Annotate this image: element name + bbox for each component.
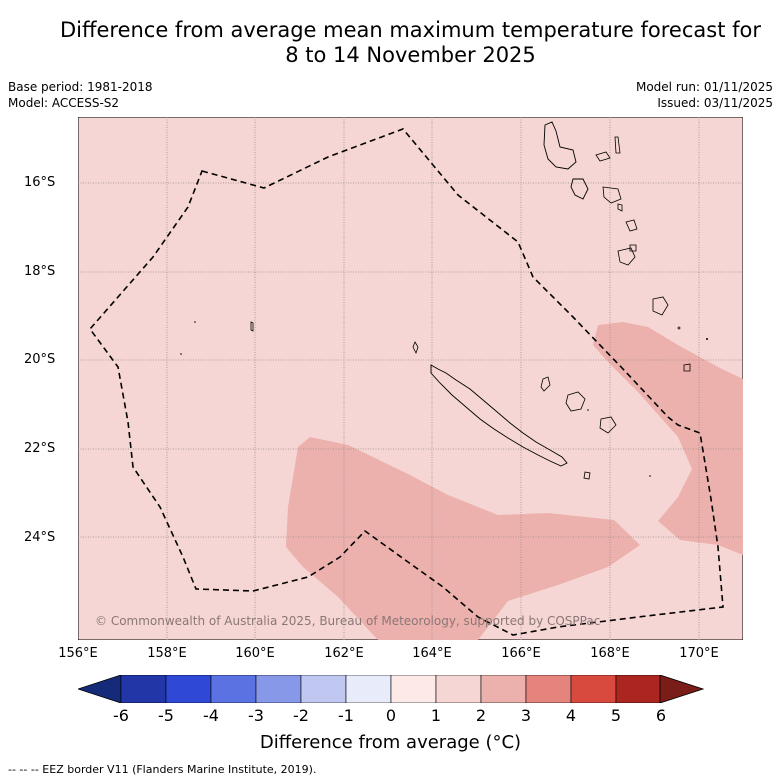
island-hunter — [677, 326, 681, 330]
lon-label-160e: 160°E — [235, 646, 275, 661]
island-malekula — [570, 178, 589, 200]
island-new-caledonia — [430, 364, 568, 467]
meta-left: Base period: 1981-2018 Model: ACCESS-S2 — [8, 79, 153, 111]
colorbar-cell — [570, 674, 617, 704]
model-name: Model: ACCESS-S2 — [8, 96, 120, 110]
lat-label-22s: 22°S — [24, 441, 56, 456]
colorbar-svg — [76, 674, 705, 704]
island-walpole — [587, 409, 589, 411]
colorbar-tick: -5 — [158, 706, 174, 725]
island-chesterfield-3 — [180, 353, 182, 355]
colorbar-tick: -2 — [293, 706, 309, 725]
copyright-text: © Commonwealth of Australia 2025, Bureau… — [95, 614, 601, 628]
issued-date: Issued: 03/11/2025 — [657, 96, 773, 110]
colorbar-extend-high — [659, 674, 705, 704]
colorbar-cell — [390, 674, 437, 704]
colorbar-cell — [480, 674, 527, 704]
island-espiritu-santo — [543, 121, 577, 170]
lon-label-158e: 158°E — [147, 646, 187, 661]
colorbar-cell — [255, 674, 302, 704]
island-ambae — [595, 151, 611, 162]
title-line-1: Difference from average mean maximum tem… — [60, 18, 761, 42]
island-vanuatu-small-1 — [706, 338, 708, 340]
map-panel[interactable] — [78, 117, 743, 640]
island-loyalty-mare — [599, 416, 617, 434]
island-shepherds — [617, 203, 623, 212]
island-efate — [625, 219, 638, 232]
anomaly-region-east — [593, 322, 743, 555]
anomaly-region-south — [286, 437, 640, 640]
lat-label-16s: 16°S — [24, 175, 56, 190]
colorbar-cell — [210, 674, 257, 704]
island-isle-of-pines — [583, 471, 591, 480]
island-loyalty-lifou — [565, 391, 586, 412]
colorbar — [76, 674, 705, 707]
island-chesterfield-2 — [194, 321, 196, 323]
island-fiji-edge — [683, 363, 691, 372]
island-belep — [412, 341, 419, 355]
base-period: Base period: 1981-2018 — [8, 80, 153, 94]
colorbar-cell — [615, 674, 662, 704]
colorbar-cell — [345, 674, 392, 704]
lat-label-20s: 20°S — [24, 352, 56, 367]
colorbar-cells — [120, 674, 662, 704]
map-svg[interactable] — [78, 117, 743, 640]
island-chesterfield-1 — [250, 321, 254, 332]
colorbar-tick: 2 — [475, 706, 487, 725]
island-loyalty-ouvea — [540, 376, 551, 392]
colorbar-label: Difference from average (°C) — [259, 732, 522, 753]
island-erromango — [629, 244, 637, 252]
colorbar-tick: -4 — [203, 706, 219, 725]
island-aneityum — [652, 296, 669, 316]
lon-label-170e: 170°E — [679, 646, 719, 661]
colorbar-tick: -3 — [248, 706, 264, 725]
colorbar-cell — [165, 674, 212, 704]
model-run: Model run: 01/11/2025 — [635, 80, 773, 94]
colorbar-cell — [435, 674, 482, 704]
lon-label-166e: 166°E — [501, 646, 541, 661]
island-epi — [602, 186, 622, 204]
colorbar-cell — [525, 674, 572, 704]
lon-label-164e: 164°E — [412, 646, 452, 661]
colorbar-tick: 6 — [655, 706, 667, 725]
eez-border — [88, 128, 724, 636]
colorbar-tick: -6 — [113, 706, 129, 725]
colorbar-tick: 5 — [610, 706, 622, 725]
colorbar-extend-low — [76, 674, 122, 704]
colorbar-tick: 0 — [385, 706, 397, 725]
title-line-2: 8 to 14 November 2025 — [285, 43, 536, 67]
island-pentecost — [614, 136, 621, 154]
lat-label-24s: 24°S — [24, 530, 56, 545]
lon-label-162e: 162°E — [324, 646, 364, 661]
colorbar-tick: 1 — [430, 706, 442, 725]
meta-right: Model run: 01/11/2025 Issued: 03/11/2025 — [636, 79, 773, 111]
island-matthew — [649, 475, 651, 477]
colorbar-tick: -1 — [338, 706, 354, 725]
lon-label-168e: 168°E — [590, 646, 630, 661]
eez-legend-note: -- -- -- EEZ border V11 (Flanders Marine… — [8, 763, 317, 776]
lon-label-156e: 156°E — [58, 646, 98, 661]
colorbar-tick: 3 — [520, 706, 532, 725]
colorbar-cell — [120, 674, 167, 704]
lat-label-18s: 18°S — [24, 264, 56, 279]
island-tanna — [617, 247, 636, 266]
colorbar-cell — [300, 674, 347, 704]
colorbar-tick: 4 — [565, 706, 577, 725]
chart-title: Difference from average mean maximum tem… — [0, 18, 781, 68]
